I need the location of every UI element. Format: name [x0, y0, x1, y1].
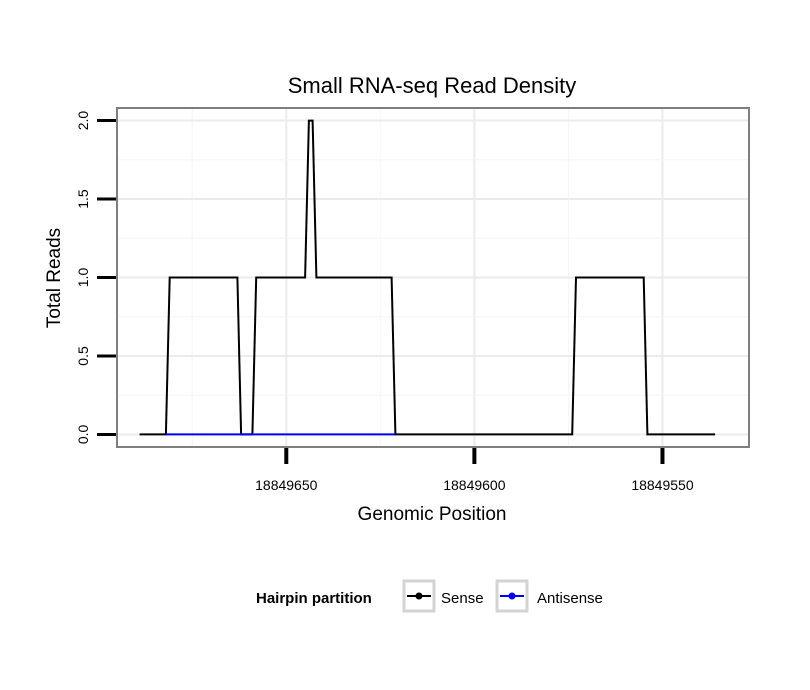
series-line-sense — [139, 119, 716, 436]
legend-title: Hairpin partition — [256, 590, 372, 607]
chart-title: Small RNA-seq Read Density — [288, 73, 577, 98]
legend-label-sense: Sense — [441, 590, 484, 607]
legend-dot-antisense — [508, 592, 516, 600]
y-tick-label: 0.5 — [75, 346, 91, 366]
x-axis-label: Genomic Position — [358, 504, 507, 525]
x-tick-label: 18849550 — [631, 477, 694, 493]
legend: Hairpin partition Sense Antisense — [256, 579, 603, 613]
legend-label-antisense: Antisense — [537, 590, 603, 607]
plot-panel-border — [116, 107, 750, 448]
y-tick-label: 2.0 — [75, 111, 91, 131]
x-tick-label: 18849600 — [443, 477, 506, 493]
y-tick-label: 0.0 — [75, 425, 91, 445]
y-tick-label: 1.0 — [75, 268, 91, 288]
x-axis-ticks: 18849650 18849600 18849550 — [255, 448, 694, 493]
y-tick-label: 1.5 — [75, 189, 91, 209]
legend-dot-sense — [415, 592, 423, 600]
y-axis-ticks: 0.0 0.5 1.0 1.5 2.0 — [75, 111, 116, 445]
series-lines — [139, 119, 716, 436]
x-tick-label: 18849650 — [255, 477, 318, 493]
y-axis-label: Total Reads — [44, 228, 65, 328]
